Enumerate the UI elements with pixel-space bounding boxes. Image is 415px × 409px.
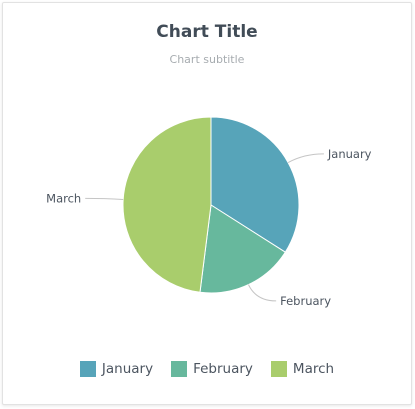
chart-card: Chart Title Chart subtitle January Februa… [2,2,412,405]
legend-swatch-march [270,361,287,377]
pie-slice-february[interactable] [199,204,286,294]
pie-slice-march[interactable] [122,116,212,293]
chart-title: Chart Title [156,22,258,42]
legend-label-march: March [292,361,335,377]
connector-march [85,197,124,200]
legend-label-january: January [101,361,154,377]
data-label-january: January [327,147,372,161]
data-label-february: February [280,294,331,308]
chart-subtitle: Chart subtitle [169,53,245,66]
connector-february [248,284,277,302]
chart-legend: January February March [3,361,411,377]
legend-item-january[interactable]: January [79,361,154,377]
data-label-march: March [46,191,81,205]
legend-item-march[interactable]: March [270,361,335,377]
legend-swatch-february [171,361,188,377]
pie-chart: January February March [46,116,372,308]
legend-item-february[interactable]: February [171,361,253,377]
legend-swatch-january [79,361,96,377]
connector-january [287,153,324,164]
legend-label-february: February [193,361,253,377]
